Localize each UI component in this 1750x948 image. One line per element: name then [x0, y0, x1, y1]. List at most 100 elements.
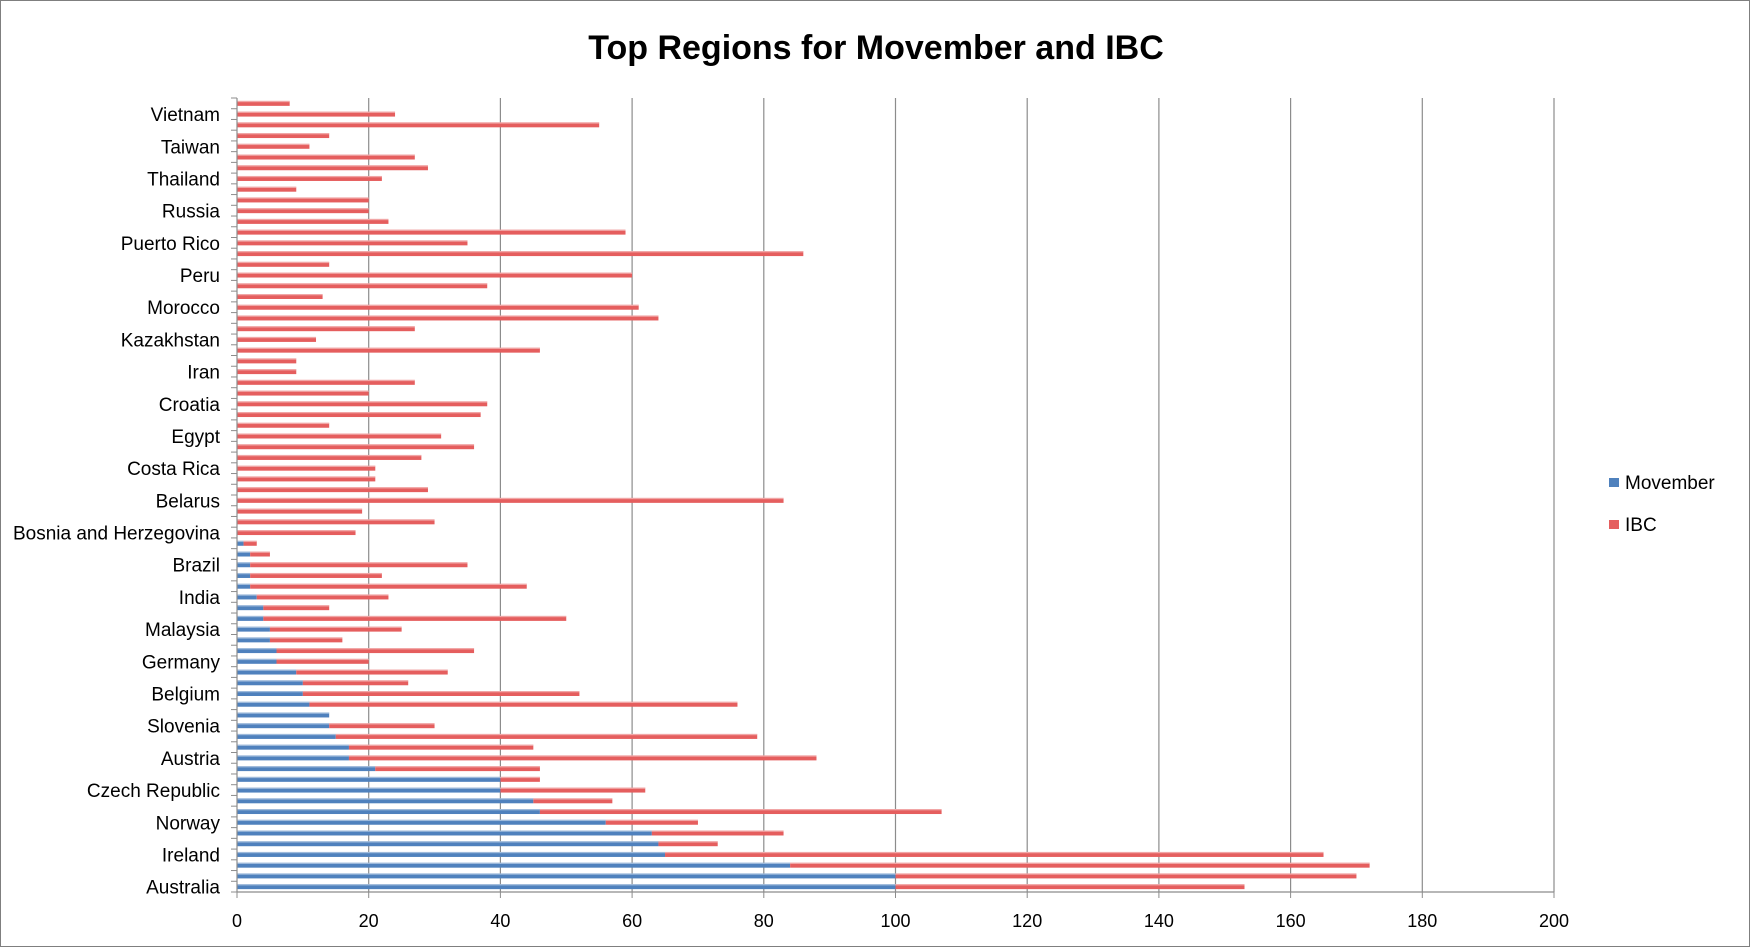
bar-highlight: [895, 873, 1357, 875]
bar-highlight: [237, 841, 659, 843]
ibc-bar: [269, 637, 343, 643]
bar-highlight: [302, 680, 409, 682]
bar-highlight: [250, 551, 270, 553]
bar-highlight: [237, 691, 303, 693]
bar-highlight: [500, 787, 646, 789]
ibc-bar: [237, 304, 639, 310]
ibc-bar: [237, 133, 330, 139]
ibc-bar: [237, 208, 369, 214]
movember-bar: [237, 884, 896, 890]
ibc-bar: [237, 422, 330, 428]
bar-highlight: [237, 540, 244, 543]
ibc-bar: [237, 519, 435, 525]
movember-bar: [237, 766, 376, 772]
ibc-bar: [658, 841, 718, 847]
ibc-bar: [237, 433, 442, 439]
ibc-bar: [302, 691, 580, 696]
bar-highlight: [237, 680, 303, 682]
bar-highlight: [237, 862, 791, 864]
ibc-bar: [237, 358, 297, 364]
ibc-bar: [237, 530, 356, 536]
bar-highlight: [237, 733, 336, 736]
ibc-bar: [790, 862, 1370, 868]
x-tick-label: 80: [754, 911, 774, 931]
bar-highlight: [237, 819, 606, 822]
bar-highlight: [237, 487, 428, 489]
bar-highlight: [237, 251, 804, 253]
ibc-bar: [651, 830, 784, 836]
ibc-bar: [237, 197, 369, 203]
movember-bar: [237, 830, 652, 836]
ibc-bar: [237, 476, 376, 482]
x-tick-label: 100: [880, 911, 910, 931]
bar-highlight: [269, 637, 343, 639]
category-label: Morocco: [147, 298, 220, 319]
bar-highlight: [237, 304, 639, 307]
bar-highlight: [237, 218, 389, 221]
bar-highlight: [651, 830, 784, 832]
ibc-bar: [237, 111, 396, 117]
ibc-bar: [895, 884, 1245, 890]
bar-highlight: [237, 315, 659, 317]
x-tick-label: 0: [232, 911, 242, 931]
bar-highlight: [237, 412, 481, 414]
bar-highlight: [237, 497, 784, 500]
movember-bar: [237, 776, 501, 782]
ibc-bar: [605, 819, 698, 825]
ibc-bar: [539, 809, 942, 815]
category-labels: Australia Ireland Norway Czech Republic Aust…: [13, 105, 221, 899]
bar-highlight: [539, 809, 942, 811]
ibc-bar: [237, 143, 310, 149]
ibc-bar: [263, 615, 567, 621]
category-label: Iran: [187, 363, 220, 384]
ibc-bar: [237, 336, 317, 342]
bars: [237, 100, 1370, 890]
category-label: Egypt: [171, 427, 220, 448]
bar-highlight: [500, 776, 540, 779]
bar-highlight: [237, 583, 251, 586]
ibc-bar: [237, 315, 659, 321]
bar-highlight: [250, 572, 382, 575]
bar-highlight: [302, 691, 580, 693]
bar-highlight: [237, 669, 297, 671]
movember-bar: [237, 648, 277, 654]
category-label: Norway: [156, 813, 221, 834]
movember-bar: [237, 669, 297, 675]
bar-highlight: [237, 766, 376, 768]
category-label: Slovenia: [147, 717, 220, 738]
movember-bar: [237, 605, 264, 611]
movember-bar: [237, 851, 666, 857]
bar-highlight: [237, 197, 369, 199]
bar-highlight: [237, 336, 317, 339]
movember-bar: [237, 798, 534, 804]
ibc-bar: [250, 551, 270, 557]
bar-highlight: [237, 261, 330, 264]
bar-highlight: [276, 658, 369, 661]
movember-bar: [237, 583, 251, 589]
ibc-bar: [665, 851, 1324, 857]
movember-bar: [237, 819, 606, 825]
bar-highlight: [237, 326, 415, 328]
bar-highlight: [237, 562, 251, 564]
ibc-bar: [348, 744, 534, 750]
bar-highlight: [237, 240, 468, 242]
ibc-bar: [296, 669, 448, 675]
bar-highlight: [665, 851, 1324, 854]
bar-highlight: [348, 744, 534, 746]
ibc-bar: [309, 701, 738, 707]
bar-highlight: [243, 540, 257, 543]
ibc-bar: [500, 787, 646, 793]
bar-highlight: [237, 111, 396, 113]
bar-highlight: [237, 390, 369, 392]
ibc-bar: [237, 508, 363, 514]
category-label: Brazil: [172, 556, 220, 577]
bar-highlight: [237, 551, 251, 553]
bar-highlight: [237, 433, 442, 435]
bar-highlight: [237, 605, 264, 607]
bar-highlight: [237, 358, 297, 360]
bar-highlight: [237, 165, 428, 167]
bar-highlight: [237, 369, 297, 371]
movember-bar: [237, 637, 270, 643]
ibc-bar: [237, 186, 297, 192]
